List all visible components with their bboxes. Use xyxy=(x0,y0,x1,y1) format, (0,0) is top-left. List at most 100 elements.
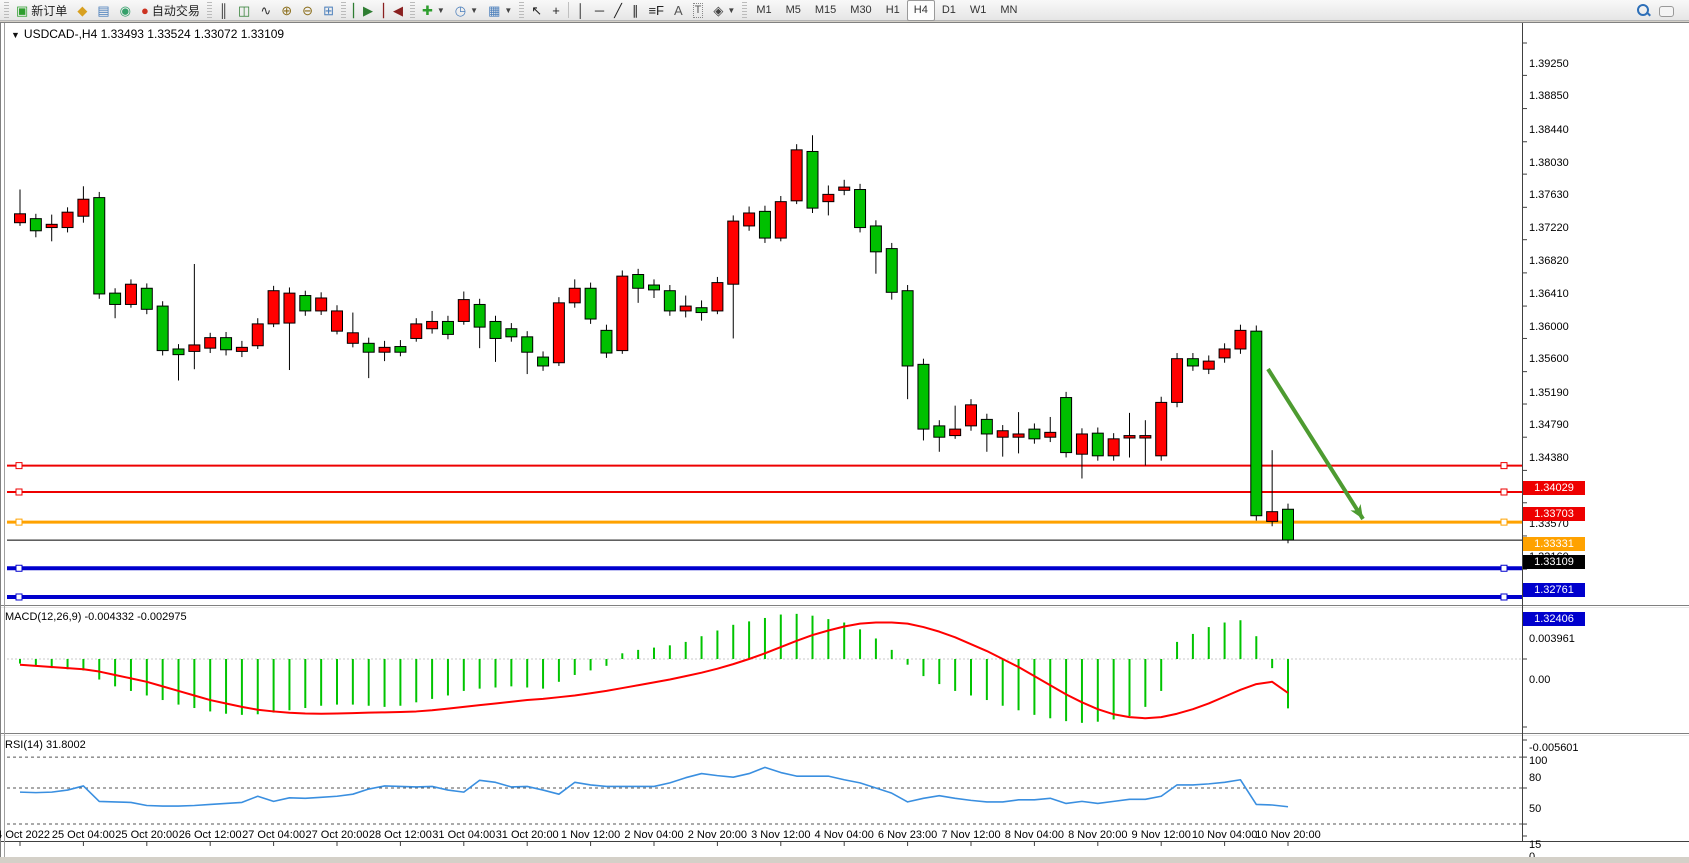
timeframe-button-h1[interactable]: H1 xyxy=(885,3,900,16)
candlestick-button[interactable]: ◫ xyxy=(233,0,255,21)
vertical-line-button[interactable]: │ xyxy=(572,0,590,21)
candle-body xyxy=(996,430,1009,438)
sound-button[interactable]: ◆ xyxy=(72,0,92,21)
search-lens xyxy=(1637,4,1649,16)
chart-menu-icon[interactable]: ▼ xyxy=(11,30,20,40)
candle-body xyxy=(426,320,439,330)
candle-body xyxy=(188,344,201,352)
crosshair-button[interactable]: + xyxy=(547,0,565,21)
price-line-badge: 1.33109 xyxy=(1523,555,1585,570)
price-tick-label: 1.35190 xyxy=(1529,386,1569,399)
timeframe-button-w1[interactable]: W1 xyxy=(969,3,987,16)
timeframe-button-mn[interactable]: MN xyxy=(1000,3,1018,16)
candle-body xyxy=(1107,438,1120,457)
candle-body xyxy=(616,275,629,352)
time-axis-label: 9 Nov 12:00 xyxy=(1131,829,1191,841)
search-icon[interactable] xyxy=(1637,4,1651,17)
signals-button[interactable]: ◉ xyxy=(115,0,136,21)
line-handle[interactable] xyxy=(1500,462,1508,470)
candle-body xyxy=(648,284,660,291)
candle-body xyxy=(537,356,550,367)
line-handle[interactable] xyxy=(15,518,23,526)
auto-trading-button[interactable]: ● 自动交易 xyxy=(136,0,205,21)
candle-body xyxy=(283,292,296,324)
bar-chart-button[interactable]: ║ xyxy=(214,0,233,21)
autoscroll-button[interactable]: ▏▶ xyxy=(348,0,378,21)
price-tick-label: 1.37630 xyxy=(1529,189,1569,202)
time-axis-label: 1 Nov 12:00 xyxy=(560,829,621,841)
price-line-badge: 1.32761 xyxy=(1523,583,1585,598)
candle-body xyxy=(61,211,74,229)
sound-icon: ◆ xyxy=(77,2,88,18)
line-handle[interactable] xyxy=(15,593,23,601)
price-line-badge: 1.33703 xyxy=(1523,507,1585,521)
horizontal-line-icon: ─ xyxy=(594,2,605,18)
templates-button[interactable]: ▦ ▼ xyxy=(483,0,517,21)
new-order-icon: ▣ xyxy=(16,2,29,18)
candle-body xyxy=(1028,428,1041,440)
arrows-button[interactable]: ◈ ▼ xyxy=(708,0,740,21)
time-axis-label: 7 Nov 12:00 xyxy=(941,829,1001,841)
rsi-line xyxy=(19,766,1289,808)
line-handle[interactable] xyxy=(1500,488,1508,496)
trendline-button[interactable]: ╱ xyxy=(609,0,627,21)
indicators-button[interactable]: ✚ ▼ xyxy=(417,0,450,21)
candle-body xyxy=(441,320,454,335)
label-button[interactable]: T xyxy=(688,0,709,21)
line-handle[interactable] xyxy=(1500,518,1508,526)
vertical-line-icon: │ xyxy=(576,2,585,18)
channel-button[interactable]: ∥ xyxy=(627,0,644,21)
periods-button[interactable]: ◷ ▼ xyxy=(450,0,483,21)
new-order-button[interactable]: ▣ 新订单 xyxy=(11,0,72,21)
time-axis-label: 28 Oct 12:00 xyxy=(368,829,432,841)
candle-body xyxy=(711,282,724,312)
candle-body xyxy=(93,197,106,295)
candle-body xyxy=(267,290,280,325)
timeframe-button-m15[interactable]: M15 xyxy=(814,3,837,16)
line-handle[interactable] xyxy=(1500,593,1508,601)
price-tick-label: 1.34380 xyxy=(1529,452,1569,465)
fibonacci-button[interactable]: ≡F xyxy=(643,0,669,21)
timeframe-button-h4[interactable]: H4 xyxy=(906,0,935,21)
zoom-out-button[interactable]: ⊖ xyxy=(297,0,318,21)
candle-body xyxy=(362,342,375,353)
market-watch-button[interactable]: ▤ xyxy=(92,0,114,21)
horizontal-line-button[interactable]: ─ xyxy=(590,0,609,21)
line-chart-button[interactable]: ∿ xyxy=(255,0,276,21)
candle-body xyxy=(679,305,692,312)
candle-body xyxy=(1234,329,1247,350)
timeframe-button-m1[interactable]: M1 xyxy=(756,3,772,16)
timeframe-button-m30[interactable]: M30 xyxy=(850,3,872,16)
line-handle[interactable] xyxy=(15,462,23,470)
chart-shift-icon: ▏◀ xyxy=(382,2,403,18)
trendline-icon: ╱ xyxy=(614,2,622,18)
candle-body xyxy=(584,287,597,320)
chart-shift-button[interactable]: ▏◀ xyxy=(378,0,408,21)
candle-body xyxy=(1044,431,1057,438)
trend-arrow-object[interactable] xyxy=(1266,367,1365,521)
candle-body xyxy=(1218,348,1231,359)
rsi-axis-label: 50 xyxy=(1529,803,1542,815)
cursor-button[interactable]: ↖ xyxy=(526,0,547,21)
timeframe-button-d1[interactable]: D1 xyxy=(941,3,956,16)
tile-windows-button[interactable]: ⊞ xyxy=(318,0,339,21)
candle-body xyxy=(140,287,153,310)
macd-axis-label: 0.003961 xyxy=(1529,633,1575,645)
templates-icon: ▦ xyxy=(488,2,501,18)
price-line-badge: 1.32406 xyxy=(1523,611,1585,626)
notifications-icon[interactable]: 1 xyxy=(1659,4,1675,17)
chart-canvas xyxy=(1,23,1689,858)
price-tick-label: 1.37220 xyxy=(1529,222,1569,235)
text-button[interactable]: A xyxy=(669,0,688,21)
line-handle[interactable] xyxy=(15,488,23,496)
zoom-in-button[interactable]: ⊕ xyxy=(276,0,297,21)
line-chart-icon: ∿ xyxy=(260,2,272,18)
time-axis-label: 10 Nov 20:00 xyxy=(1255,829,1321,841)
timeframe-button-m5[interactable]: M5 xyxy=(785,3,801,16)
line-handle[interactable] xyxy=(1500,564,1508,572)
time-axis-label: 4 Nov 04:00 xyxy=(814,829,874,841)
line-handle[interactable] xyxy=(15,564,23,572)
arrows-icon: ◈ xyxy=(713,2,724,18)
candle-body xyxy=(1012,433,1025,438)
time-axis-label: 24 Oct 2022 xyxy=(0,829,50,841)
